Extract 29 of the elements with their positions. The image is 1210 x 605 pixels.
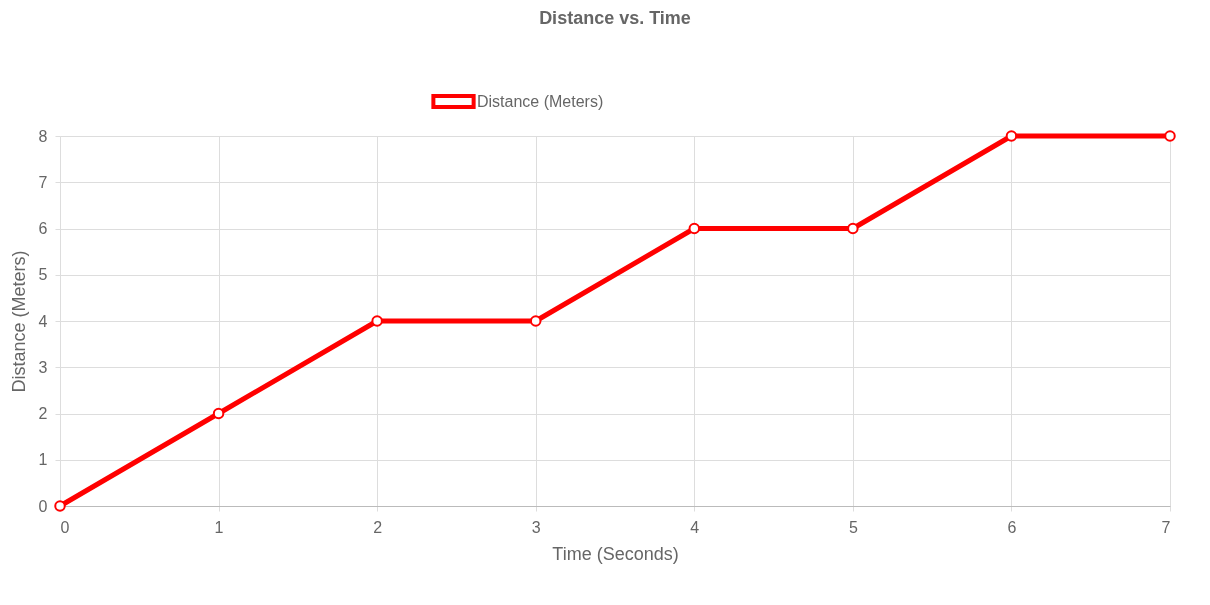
- point: [371, 315, 383, 327]
- point: [1005, 130, 1018, 142]
- chart-title: Distance vs. Time: [539, 8, 691, 28]
- y-tick-label: 3: [38, 358, 48, 376]
- y-tick-label: 2: [38, 405, 48, 422]
- y-tick-label: 5: [38, 266, 48, 284]
- y-tick-label: 0: [38, 497, 48, 515]
- y-tick-label: 4: [38, 312, 48, 330]
- point: [212, 407, 225, 420]
- y-tick-label: 1: [38, 451, 48, 469]
- x-tick-label: 2: [373, 518, 383, 536]
- point: [54, 500, 66, 512]
- y-axis-title: Distance (Meters): [8, 250, 29, 393]
- x-tick-label: 7: [1161, 518, 1171, 536]
- x-tick-label: 5: [848, 518, 858, 536]
- point: [847, 222, 859, 235]
- x-tick-label: 3: [531, 518, 541, 536]
- y-tick-label: 7: [38, 173, 48, 191]
- y-tick-label: 8: [38, 127, 48, 145]
- x-tick-label: 0: [60, 518, 70, 536]
- point: [688, 222, 701, 235]
- x-tick-label: 4: [690, 518, 700, 536]
- x-tick-label: 6: [1007, 518, 1017, 536]
- y-tick-label: 6: [38, 220, 48, 237]
- point: [529, 315, 542, 327]
- x-tick-label: 1: [214, 518, 224, 536]
- point: [1164, 130, 1176, 142]
- x-axis-title: Time (Seconds): [552, 543, 679, 564]
- legend-label: Distance (Meters): [477, 92, 604, 110]
